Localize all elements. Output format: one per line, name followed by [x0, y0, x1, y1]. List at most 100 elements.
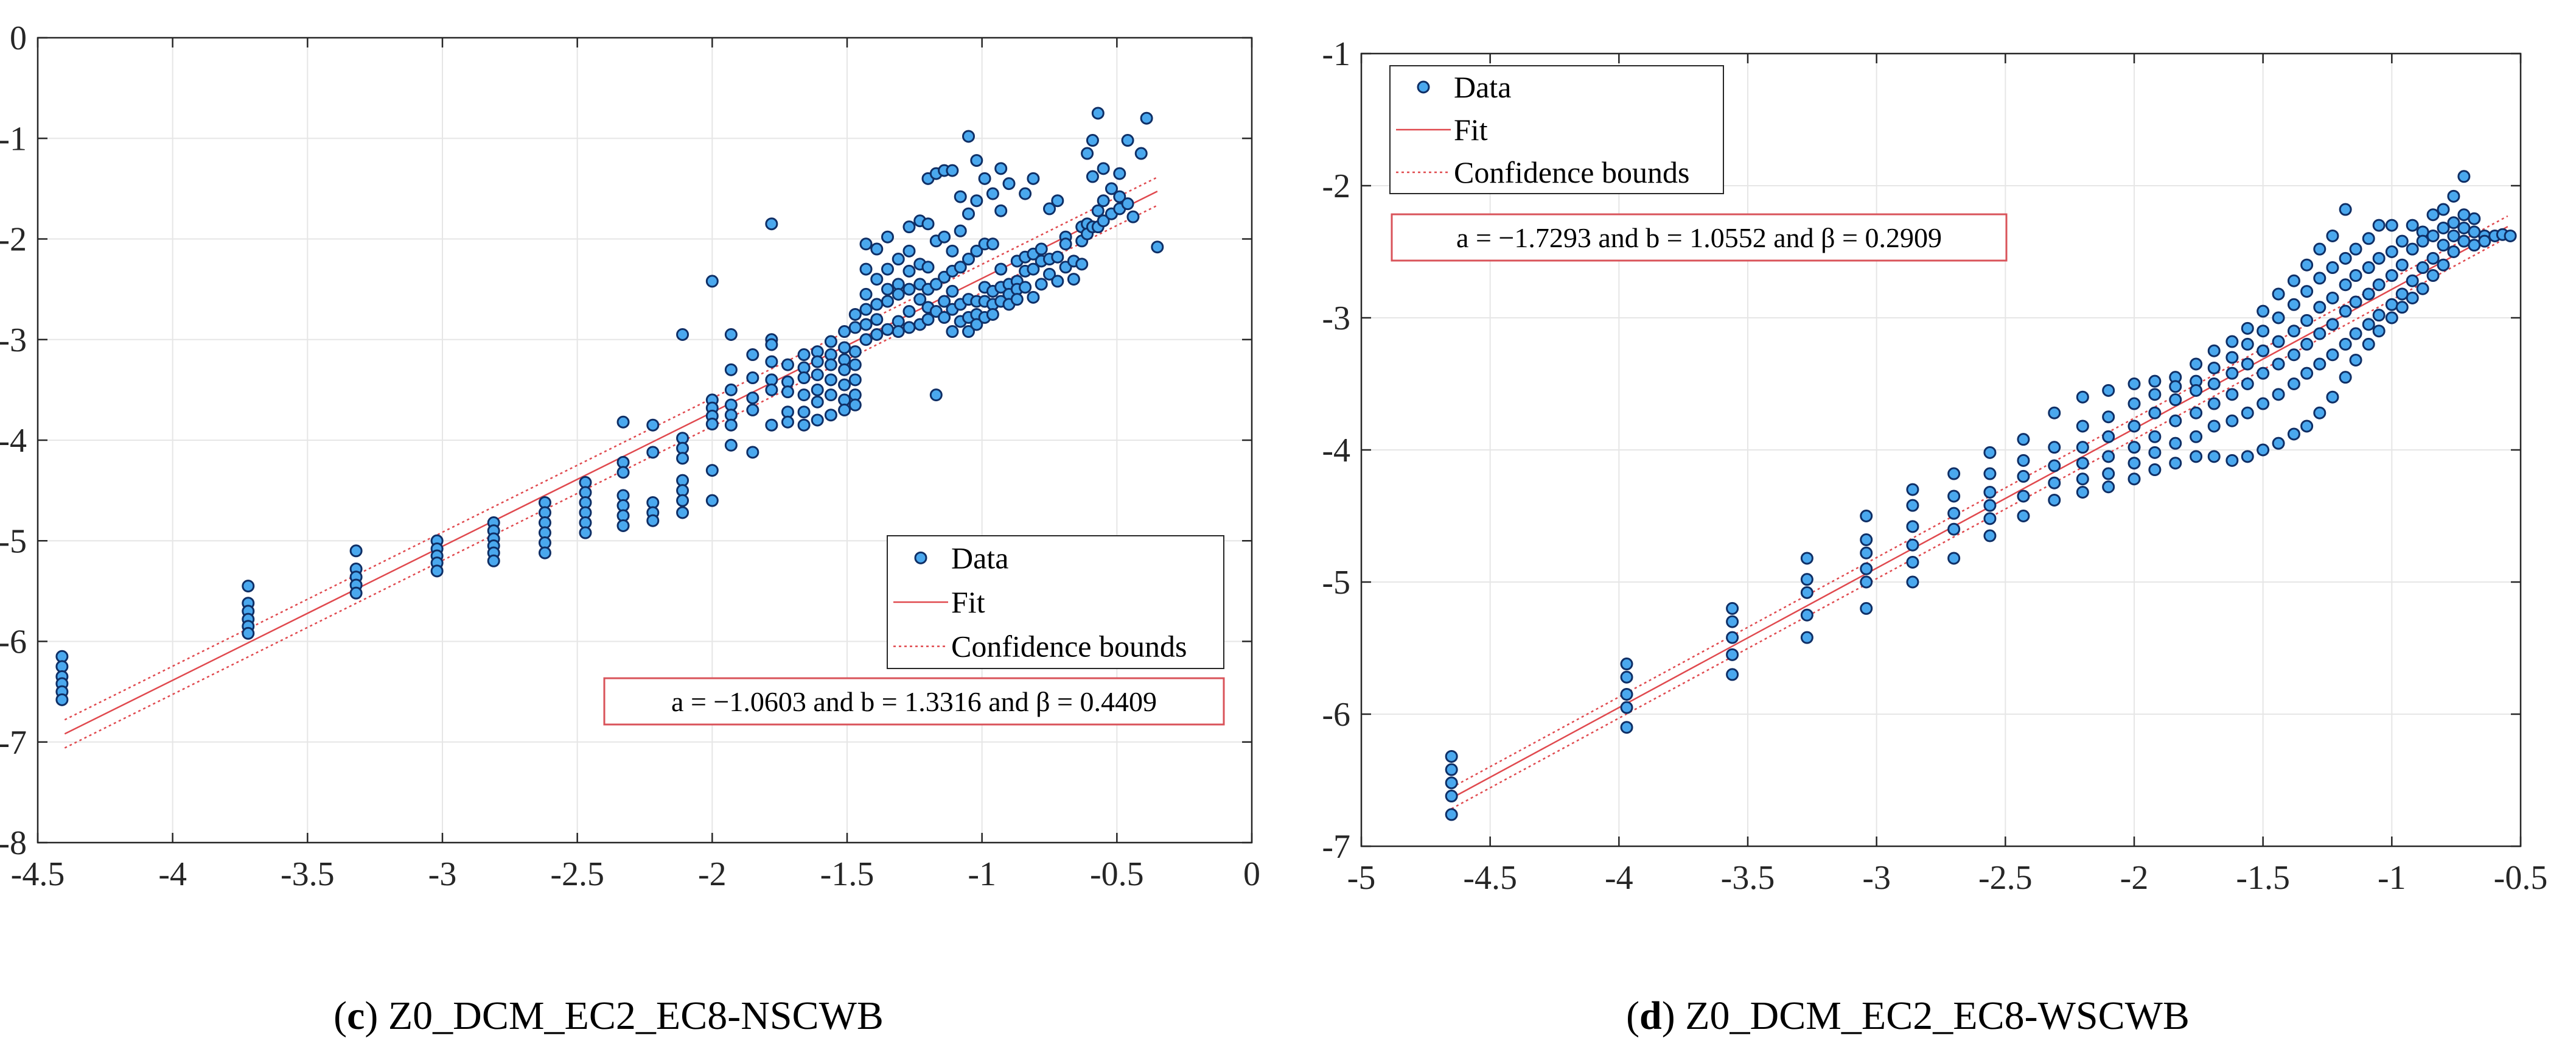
y-tick-label: -3	[0, 321, 27, 359]
data-point	[902, 220, 916, 234]
data-point	[765, 338, 778, 351]
data-point	[2339, 337, 2352, 351]
data-point	[1906, 483, 1919, 496]
data-point	[2300, 337, 2314, 351]
data-point	[2385, 298, 2398, 311]
x-tick-label: -5	[1347, 859, 1376, 897]
legend-label: Confidence bounds	[1454, 155, 1689, 189]
data-point	[2017, 489, 2030, 503]
data-point	[705, 494, 719, 507]
data-point	[2190, 406, 2203, 419]
data-point	[870, 242, 884, 256]
data-point	[1983, 529, 1997, 542]
data-point	[1947, 522, 1961, 536]
annotation-text: a = −1.7293 and b = 1.0552 and β = 0.290…	[1456, 222, 1942, 253]
data-point	[848, 358, 862, 371]
data-point	[2048, 459, 2061, 472]
data-point	[349, 586, 363, 600]
data-point	[1726, 615, 1739, 628]
data-point	[705, 464, 719, 477]
data-point	[848, 307, 862, 321]
data-point	[2127, 419, 2141, 433]
data-point	[2048, 441, 2061, 454]
data-point	[705, 275, 719, 288]
data-point	[1620, 658, 1633, 671]
data-point	[2048, 406, 2061, 419]
data-point	[921, 217, 935, 231]
data-point	[2437, 203, 2450, 216]
data-point	[1983, 512, 1997, 525]
data-point	[746, 348, 759, 362]
data-point	[2287, 298, 2300, 311]
data-point	[1113, 190, 1126, 203]
data-point	[2257, 344, 2270, 357]
data-point	[2287, 274, 2300, 287]
data-point	[946, 244, 959, 258]
figure-caption: (c) Z0_DCM_EC2_EC8-NSCWB	[333, 994, 884, 1038]
data-point	[1043, 267, 1056, 281]
data-point	[676, 328, 689, 341]
data-point	[2076, 485, 2089, 499]
data-point	[1800, 573, 1813, 586]
data-point	[724, 328, 738, 341]
data-point	[2468, 225, 2481, 239]
data-point	[2300, 258, 2314, 272]
data-point	[2313, 357, 2326, 371]
x-tick-label: -3	[1862, 859, 1891, 897]
data-point	[2447, 216, 2460, 230]
data-point	[946, 164, 959, 177]
data-point	[954, 190, 967, 203]
data-point	[2241, 406, 2254, 419]
data-point	[1097, 162, 1110, 175]
data-point	[2339, 203, 2352, 216]
data-point	[2300, 285, 2314, 298]
data-point	[1035, 242, 1048, 256]
data-point	[2076, 472, 2089, 486]
data-point	[838, 363, 851, 376]
data-point	[811, 383, 824, 396]
data-point	[902, 282, 916, 296]
data-point	[1860, 602, 1873, 615]
data-point	[1947, 467, 1961, 480]
data-point	[2257, 443, 2270, 457]
data-point	[2478, 234, 2491, 248]
data-point	[2326, 318, 2339, 331]
data-point	[938, 310, 951, 324]
data-point	[2207, 344, 2221, 357]
data-point	[848, 321, 862, 334]
data-point	[242, 580, 255, 593]
data-point	[430, 564, 444, 578]
y-tick-label: -1	[1322, 35, 1350, 73]
data-point	[797, 348, 811, 362]
data-point	[765, 355, 778, 368]
data-point	[1860, 562, 1873, 575]
legend-label: Data	[1454, 70, 1511, 104]
data-point	[1860, 533, 1873, 547]
data-point	[2257, 304, 2270, 318]
data-point	[881, 295, 894, 308]
annotation-box	[1391, 213, 2008, 262]
y-tick-label: -2	[0, 221, 27, 259]
data-point	[929, 388, 943, 402]
x-tick-label: -2.5	[550, 855, 604, 893]
data-point	[1947, 507, 1961, 520]
data-point	[2313, 327, 2326, 340]
data-point	[2349, 242, 2362, 256]
data-point	[824, 373, 837, 387]
data-point	[2326, 390, 2339, 404]
data-point	[1134, 147, 1148, 160]
data-point	[2190, 450, 2203, 463]
data-point	[676, 452, 689, 465]
legend-label: Confidence bounds	[951, 630, 1187, 664]
data-point	[824, 335, 837, 348]
data-point	[2339, 251, 2352, 265]
data-point	[2385, 269, 2398, 282]
data-point	[781, 358, 794, 371]
annotation-text: a = −1.0603 and b = 1.3316 and β = 0.440…	[671, 686, 1157, 717]
data-point	[2048, 476, 2061, 489]
data-point	[870, 298, 884, 311]
data-point	[902, 321, 916, 334]
data-point	[859, 287, 873, 301]
data-point	[765, 383, 778, 396]
data-point	[1906, 575, 1919, 589]
